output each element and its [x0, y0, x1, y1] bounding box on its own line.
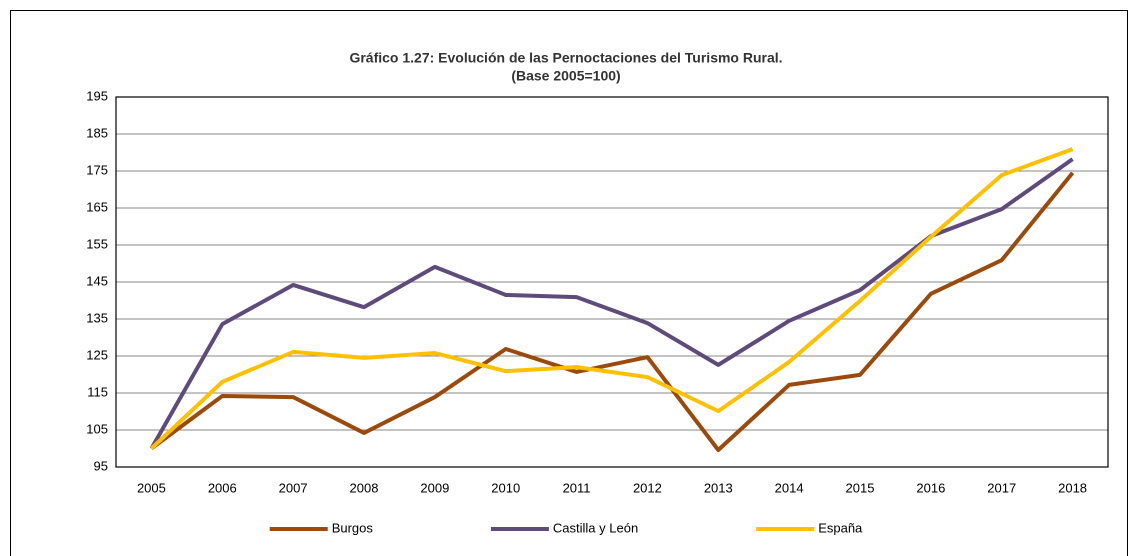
y-tick-label: 105 — [86, 421, 108, 436]
x-tick-label: 2018 — [1058, 480, 1087, 495]
x-tick-label: 2013 — [704, 480, 733, 495]
x-tick-label: 2007 — [279, 480, 308, 495]
series-line — [150, 147, 1074, 450]
y-tick-label: 125 — [86, 347, 108, 362]
x-tick-label: 2015 — [846, 480, 875, 495]
y-tick-label: 155 — [86, 236, 108, 251]
legend-label: Castilla y León — [553, 520, 638, 535]
chart-title: Gráfico 1.27: Evolución de las Pernoctac… — [349, 50, 782, 66]
x-tick-label: 2017 — [987, 480, 1016, 495]
x-tick-label: 2010 — [491, 480, 520, 495]
y-tick-label: 135 — [86, 310, 108, 325]
y-tick-label: 185 — [86, 125, 108, 140]
series-line — [150, 171, 1075, 452]
y-tick-label: 145 — [86, 273, 108, 288]
y-tick-label: 195 — [86, 88, 108, 103]
y-tick-label: 95 — [94, 458, 108, 473]
x-tick-label: 2008 — [350, 480, 379, 495]
chart-subtitle: (Base 2005=100) — [511, 68, 620, 84]
x-tick-label: 2006 — [208, 480, 237, 495]
x-tick-label: 2005 — [137, 480, 166, 495]
x-tick-label: 2012 — [633, 480, 662, 495]
y-tick-label: 165 — [86, 199, 108, 214]
x-tick-label: 2016 — [916, 480, 945, 495]
y-tick-label: 175 — [86, 162, 108, 177]
x-tick-label: 2014 — [775, 480, 804, 495]
plot-area — [115, 96, 1109, 468]
x-tick-label: 2011 — [563, 480, 591, 495]
legend-label: España — [818, 520, 863, 535]
x-tick-label: 2009 — [420, 480, 449, 495]
chart-frame — [10, 10, 1128, 556]
legend-label: Burgos — [332, 520, 374, 535]
y-tick-label: 115 — [87, 384, 108, 399]
